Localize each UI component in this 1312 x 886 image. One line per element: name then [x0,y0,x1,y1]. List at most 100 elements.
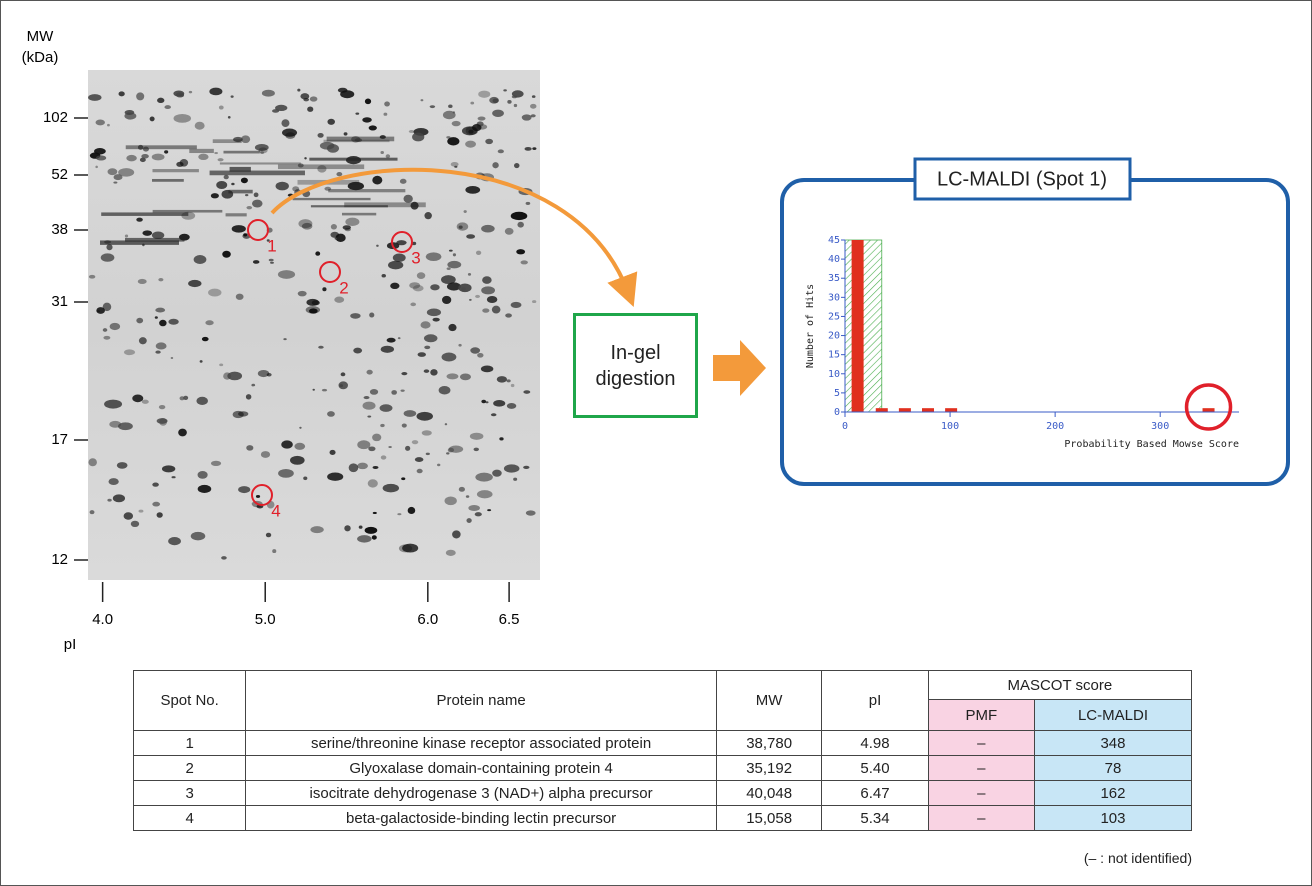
gel-spot [426,453,430,455]
gel-spot [433,318,440,322]
gel-spot [465,186,480,194]
gel-spot [159,405,165,409]
gel-spot [142,230,152,235]
gel-streak [126,145,197,149]
gel-spot [381,346,394,353]
table-cell: 15,058 [716,806,821,831]
gel-spot [224,175,229,179]
gel-spot [322,287,326,291]
gel-spot [477,490,493,498]
gel-spot [468,273,471,276]
gel-spot [168,537,181,545]
gel-spot [304,157,306,159]
gel-spot [523,390,530,394]
gel-y-tick-label: 12 [51,551,68,568]
gel-spot [498,149,504,153]
gel-spot [477,353,483,358]
gel-spot [468,505,480,511]
gel-spot [517,222,523,228]
gel-spot [373,512,377,514]
gel-spot [290,456,305,465]
gel-spot [481,400,486,403]
gel-spot [282,128,297,136]
table-cell: 3 [134,781,246,806]
gel-x-title: pI [64,636,77,653]
gel-spot [103,336,110,340]
gel-spot [430,369,437,375]
gel-spot [492,306,501,314]
gel-spot [439,386,451,394]
gel-spot [525,147,532,151]
table-cell: 40,048 [716,781,821,806]
gel-spot [152,482,159,486]
gel-spot [384,113,388,116]
gel-spot [88,458,96,466]
gel-spot [400,179,407,184]
gel-spot [219,364,223,367]
gel-spot [507,100,511,104]
gel-streak [278,164,364,169]
gel-streak [311,205,388,207]
gel-spot [447,373,459,379]
gel-spot [526,202,531,205]
y-tick-label: 0 [834,407,840,418]
gel-spot [469,299,472,301]
bar [852,240,864,412]
gel-spot [372,434,381,442]
gel-spot [454,166,457,168]
gel-spot [350,313,360,319]
gel-spot [309,308,318,313]
gel-spot [211,193,219,198]
gel-x-tick-label: 4.0 [92,611,113,628]
gel-spot [136,92,144,100]
gel-spot [196,397,207,405]
gel-spot [380,424,384,427]
gel-spot [117,462,128,469]
gel-spot [236,294,244,300]
gel-spot [485,139,493,144]
gel-spot [452,121,461,126]
gel-spot [397,513,401,515]
gel-spot [202,337,209,341]
gel-streak [324,140,390,142]
gel-spot [384,101,390,106]
gel-spot [246,394,252,399]
gel-spot [481,225,495,233]
gel-spot [426,252,442,261]
table-cell: isocitrate dehydrogenase 3 (NAD+) alpha … [246,781,717,806]
gel-spot [418,352,426,357]
gel-spot [476,251,481,255]
gel-spot [449,250,453,252]
gel-spot [492,470,502,477]
gel-spot [171,357,174,359]
gel-spot [410,303,416,307]
gel-spot [388,446,391,448]
gel-spot [231,95,234,97]
gel-x-tick-label: 6.0 [417,611,438,628]
gel-spot [447,137,459,145]
table-row: Spot No.Protein nameMWpIMASCOT score [134,671,1192,700]
gel-spot [110,323,121,330]
table-cell: 103 [1034,806,1191,831]
gel-spot [103,328,108,332]
gel-spot [357,535,372,542]
gel-spot [118,168,134,177]
table-cell: 38,780 [716,731,821,756]
gel-spot [107,499,111,502]
gel-y-tick-label: 31 [51,293,68,310]
gel-spot [329,450,335,455]
subheader-cell: LC-MALDI [1034,700,1191,731]
x-tick-label: 100 [941,421,959,432]
gel-spot [198,485,212,493]
gel-spot [373,466,379,469]
gel-streak [153,210,223,213]
gel-spot [138,279,147,284]
gel-spot [532,300,536,303]
gel-spot [372,535,377,540]
gel-spot [470,433,484,440]
gel-spot [489,97,499,104]
gel-spot [312,389,314,391]
gel-x-tick-label: 6.5 [499,611,520,628]
gel-spot [437,464,440,467]
gel-spot [172,476,176,478]
